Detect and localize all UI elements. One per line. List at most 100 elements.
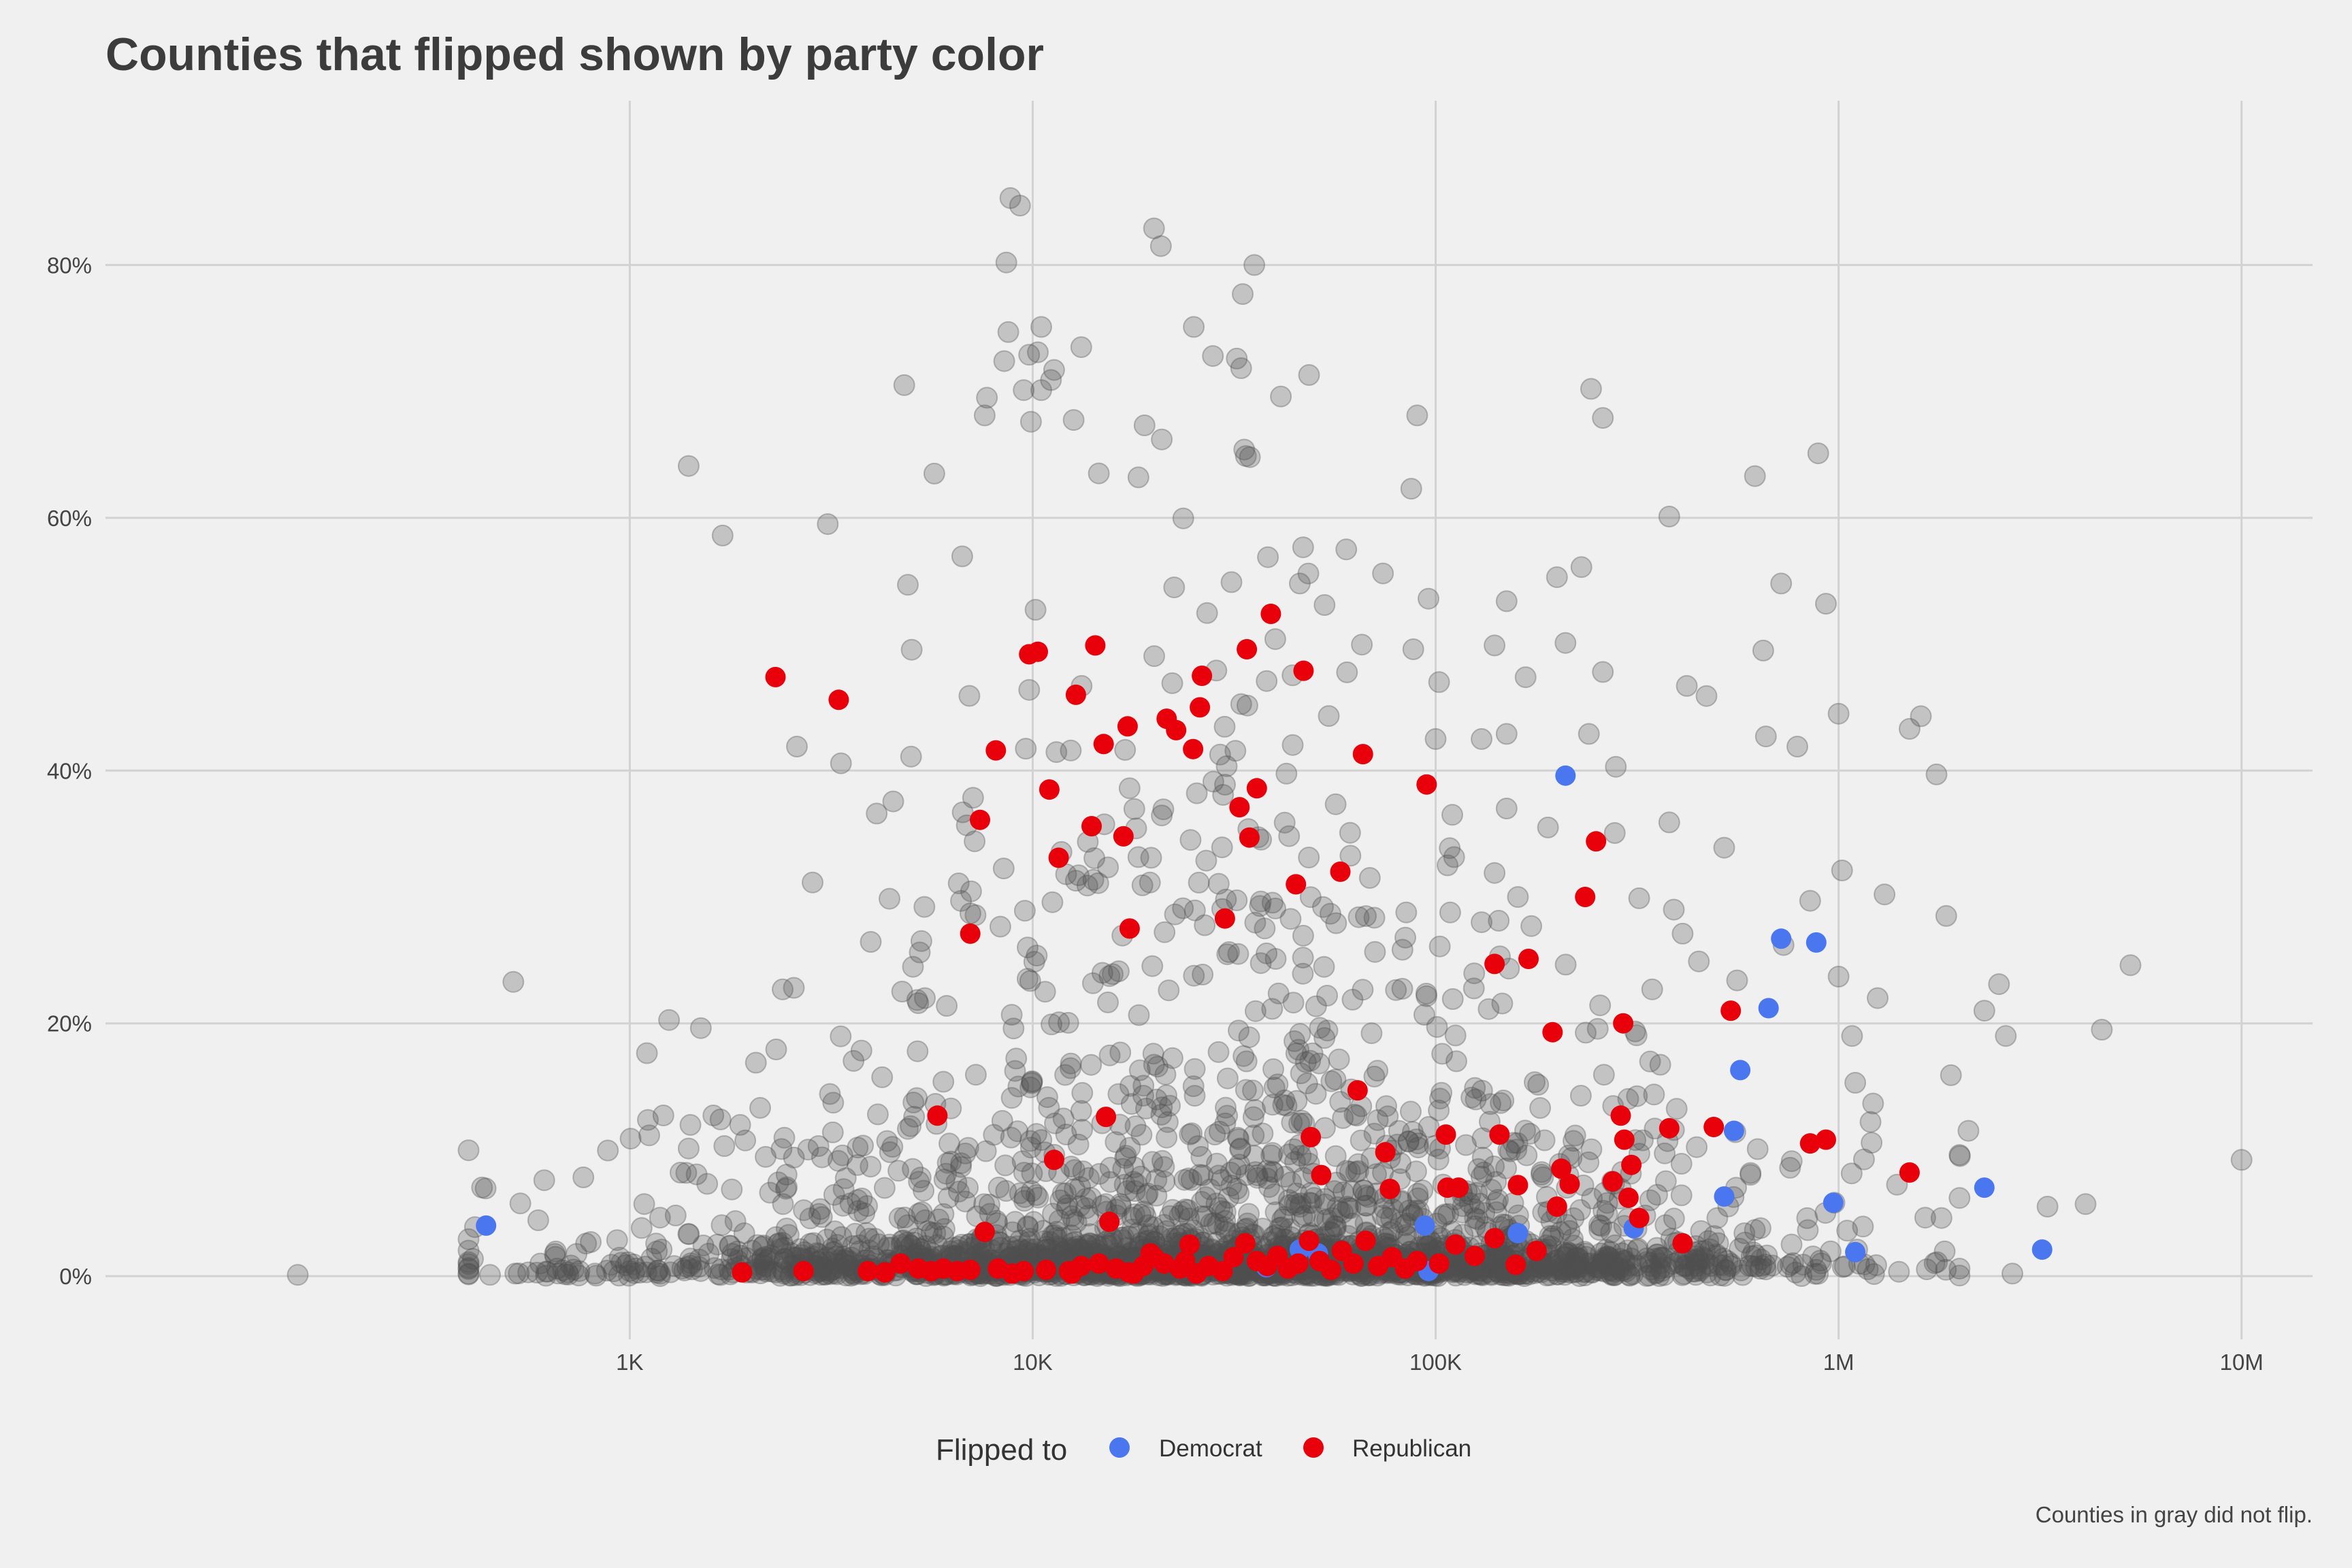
county-point (1043, 1224, 1066, 1246)
county-point (1635, 1251, 1658, 1273)
county-point (827, 1149, 849, 1172)
county-point (751, 1249, 773, 1271)
county-point (950, 1152, 973, 1175)
county-point (634, 1256, 657, 1278)
county-point (908, 1171, 930, 1193)
legend-republican-swatch (1303, 1437, 1324, 1458)
county-point (876, 1130, 898, 1152)
county-point (1257, 546, 1279, 568)
county-point (1132, 1075, 1155, 1097)
county-point (877, 1237, 899, 1259)
county-point (1542, 1225, 1565, 1247)
county-point (896, 1231, 919, 1254)
county-point (1332, 1107, 1354, 1129)
county-point (1836, 1220, 1859, 1242)
county-point (1565, 1247, 1587, 1270)
county-point (1211, 836, 1233, 859)
county-point (1588, 1214, 1610, 1237)
county-point (1097, 856, 1120, 879)
county-point (819, 1260, 841, 1282)
county-point (1048, 1209, 1071, 1232)
county-point (1291, 1206, 1313, 1228)
county-point (1604, 1234, 1627, 1256)
county-point (1663, 1207, 1685, 1230)
county-point (1292, 536, 1314, 559)
county-point (1110, 1226, 1132, 1249)
county-point (860, 931, 882, 953)
county-point (1413, 1004, 1435, 1026)
county-point (1243, 1124, 1265, 1147)
county-point (1586, 1253, 1608, 1275)
county-point (821, 1241, 844, 1263)
county-point (1417, 1235, 1439, 1257)
y-tick-label: 0% (59, 1264, 92, 1289)
republican-point (1239, 827, 1260, 848)
county-point (677, 455, 700, 477)
county-point (1302, 1205, 1324, 1228)
county-point (881, 1136, 904, 1158)
republican-point (1117, 716, 1138, 737)
county-point (1347, 1160, 1369, 1182)
county-point (1449, 1260, 1471, 1283)
county-point (1183, 964, 1205, 987)
county-point (1673, 1256, 1696, 1277)
republican-point (1489, 1124, 1510, 1145)
county-point (1407, 1132, 1429, 1155)
county-point (1484, 634, 1506, 657)
county-point (771, 1232, 794, 1254)
county-point (1316, 1209, 1339, 1230)
county-point (1535, 1264, 1558, 1287)
county-point (937, 1186, 960, 1209)
county-point (1015, 738, 1037, 760)
county-point (1599, 1247, 1622, 1270)
county-point (1388, 1120, 1410, 1142)
county-point (1026, 1243, 1048, 1265)
county-point (1091, 962, 1113, 984)
republican-point (1048, 847, 1069, 868)
county-point (938, 1132, 960, 1155)
county-point (1021, 1071, 1043, 1093)
county-point (814, 1264, 836, 1286)
county-point (882, 790, 904, 813)
county-point (1640, 1258, 1663, 1281)
county-point (1357, 1186, 1379, 1208)
county-point (600, 1254, 623, 1276)
county-point (1213, 1216, 1236, 1239)
county-point (602, 1260, 625, 1283)
county-point (1649, 1054, 1671, 1076)
county-point (1182, 1075, 1205, 1098)
y-tick-label: 60% (47, 506, 92, 531)
county-point (1539, 1264, 1561, 1286)
county-point (1305, 1083, 1327, 1105)
county-point (1021, 1162, 1043, 1185)
republican-point (974, 1222, 995, 1243)
county-point (1833, 1255, 1856, 1277)
county-point (1746, 1138, 1769, 1160)
county-point (1161, 672, 1183, 694)
county-point (1573, 1264, 1596, 1287)
county-point (1109, 1195, 1132, 1218)
county-point (1380, 1207, 1402, 1230)
county-point (1686, 1248, 1709, 1270)
county-point (457, 1139, 480, 1162)
county-point (1495, 1157, 1518, 1179)
county-point (1608, 1258, 1631, 1280)
county-point (676, 1256, 698, 1278)
county-point (1639, 1189, 1661, 1211)
county-point (677, 1223, 700, 1245)
county-point (1827, 702, 1850, 725)
county-point (1206, 1152, 1228, 1175)
county-point (835, 1247, 858, 1270)
county-point (819, 1083, 841, 1105)
county-point (1428, 671, 1450, 693)
county-point (1250, 952, 1272, 975)
county-point (1373, 1197, 1395, 1220)
county-point (1375, 1207, 1398, 1229)
county-point (1171, 1200, 1193, 1223)
county-point (964, 830, 986, 853)
county-point (1115, 1145, 1137, 1167)
county-point (831, 1144, 853, 1166)
county-point (832, 1245, 855, 1268)
county-point (1044, 1112, 1066, 1134)
county-point (1495, 798, 1518, 819)
